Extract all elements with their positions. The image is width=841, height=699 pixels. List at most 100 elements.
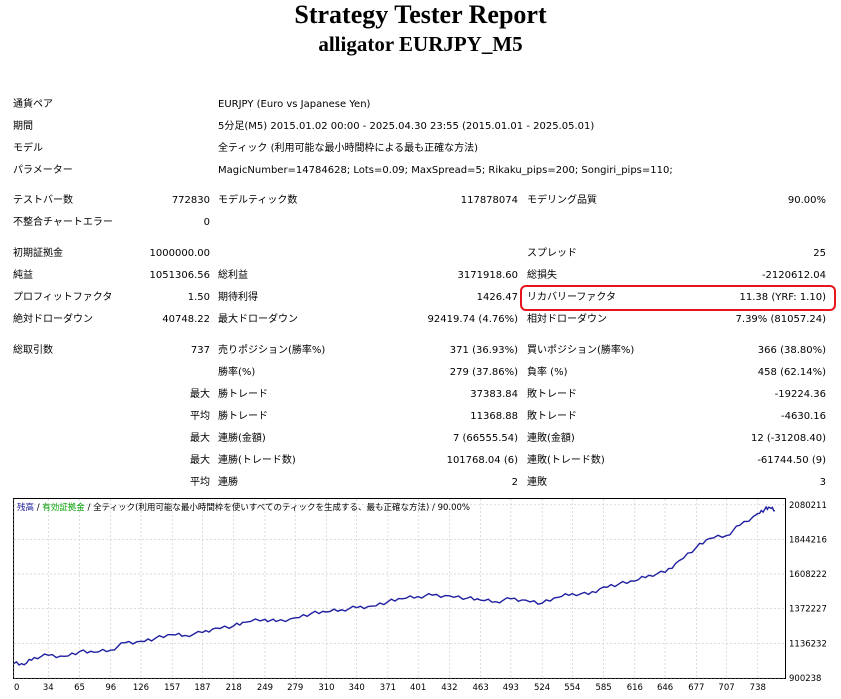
x-tick-label: 187 — [194, 683, 210, 693]
net-value: 1051306.56 — [149, 270, 210, 281]
x-tick-label: 707 — [718, 683, 734, 693]
max-cons-profit-label: 連勝(トレード数) — [218, 455, 296, 466]
x-tick-label: 463 — [473, 683, 489, 693]
long-positions-label: 買いポジション(勝率%) — [527, 345, 635, 356]
x-tick-label: 249 — [257, 683, 273, 693]
recovery-factor-label: リカバリーファクタ — [527, 292, 616, 303]
balance-chart-svg: 残高 / 有効証拠金 / 全ティック(利用可能な最小時間枠を使いすべてのティック… — [13, 498, 827, 693]
y-tick-label: 1136232 — [789, 639, 827, 649]
x-tick-label: 585 — [595, 683, 611, 693]
x-tick-label: 34 — [43, 683, 54, 693]
legend-quality: 90.00% — [438, 503, 470, 513]
period-label: 期間 — [13, 121, 33, 132]
average-prefix: 平均 — [190, 411, 210, 422]
short-positions-label: 売りポジション(勝率%) — [218, 345, 326, 356]
max-drawdown-value: 92419.74 (4.76%) — [427, 314, 518, 325]
abs-drawdown-label: 絶対ドローダウン — [13, 314, 93, 325]
max-cons-loss-value: -61744.50 (9) — [757, 455, 826, 466]
quality-label: モデリング品質 — [527, 195, 597, 206]
model-value: 全ティック (利用可能な最小時間枠による最も正確な方法) — [218, 143, 479, 154]
x-tick-label: 554 — [564, 683, 580, 693]
x-tick-label: 401 — [410, 683, 426, 693]
x-tick-label: 738 — [750, 683, 766, 693]
bars-label: テストバー数 — [13, 195, 73, 206]
report-title: Strategy Tester Report — [294, 0, 547, 29]
legend-sep-3: / — [429, 503, 437, 513]
legend-model: 全ティック(利用可能な最小時間枠を使いすべてのティックを生成する、最も正確な方法… — [93, 502, 429, 513]
grid — [13, 499, 785, 679]
y-tick-label: 2080211 — [789, 501, 827, 511]
rel-drawdown-value: 7.39% (81057.24) — [735, 314, 826, 325]
mismatch-label: 不整合チャートエラー — [13, 217, 113, 228]
x-tick-label: 646 — [657, 683, 673, 693]
x-tick-label: 279 — [287, 683, 303, 693]
balance-line — [13, 505, 775, 666]
largest-prefix: 最大 — [190, 389, 210, 400]
short-positions-value: 371 (36.93%) — [449, 345, 518, 356]
gross-profit-label: 総利益 — [218, 270, 248, 281]
balance-chart: 残高 / 有効証拠金 / 全ティック(利用可能な最小時間枠を使いすべてのティック… — [13, 498, 841, 695]
x-tick-label: 0 — [14, 683, 19, 693]
x-tick-label: 677 — [688, 683, 704, 693]
max-cons-wins-label: 連勝(金額) — [218, 433, 266, 444]
max-drawdown-label: 最大ドローダウン — [218, 314, 298, 325]
legend-sep-1: / — [34, 503, 42, 513]
legend-equity: 有効証拠金 — [42, 502, 85, 513]
bars-value: 772830 — [171, 195, 210, 206]
gross-profit-value: 3171918.60 — [457, 270, 518, 281]
x-tick-label: 493 — [503, 683, 519, 693]
x-tick-label: 126 — [133, 683, 149, 693]
y-tick-label: 1372227 — [789, 605, 827, 615]
win-rate-label: 勝率(%) — [218, 367, 256, 378]
max-cons-prefix: 最大 — [190, 433, 210, 444]
profit-factor-value: 1.50 — [187, 292, 210, 303]
recovery-factor-highlight — [520, 285, 836, 311]
mismatch-value: 0 — [203, 217, 210, 228]
ticks-value: 117878074 — [460, 195, 518, 206]
total-trades-label: 総取引数 — [13, 345, 53, 356]
params-value: MagicNumber=14784628; Lots=0.09; MaxSpre… — [218, 165, 673, 176]
avg-cons-losses-value: 3 — [819, 477, 826, 488]
y-tick-label: 1608222 — [789, 570, 827, 580]
recovery-factor-value: 11.38 (YRF: 1.10) — [739, 292, 826, 303]
x-axis-ticks: 0 34 65 96 126 157 187 218 249 279 310 340 371 401 432… — [14, 683, 766, 693]
legend-sep-2: / — [85, 503, 93, 513]
long-positions-value: 366 (38.80%) — [757, 345, 826, 356]
model-label: モデル — [13, 143, 43, 154]
x-tick-label: 218 — [226, 683, 242, 693]
spread-label: スプレッド — [527, 248, 577, 259]
max-cons-count-prefix: 最大 — [190, 455, 210, 466]
gross-loss-label: 総損失 — [527, 270, 557, 281]
largest-loss-value: -19224.36 — [774, 389, 826, 400]
avg-cons-losses-label: 連敗 — [527, 477, 547, 488]
max-cons-profit-value: 101768.04 (6) — [446, 455, 518, 466]
avg-loss-value: -4630.16 — [781, 411, 826, 422]
symbol-value: EURJPY (Euro vs Japanese Yen) — [218, 99, 371, 110]
x-tick-label: 96 — [105, 683, 116, 693]
avg-cons-prefix: 平均 — [190, 477, 210, 488]
x-tick-label: 432 — [441, 683, 457, 693]
largest-win-label: 勝トレード — [218, 389, 268, 400]
deposit-label: 初期証拠金 — [13, 248, 63, 259]
win-rate-value: 279 (37.86%) — [449, 367, 518, 378]
y-axis-ticks: 2080211 1844216 1608222 1372227 1136232 90023… — [789, 501, 827, 684]
gross-loss-value: -2120612.04 — [761, 270, 826, 281]
profit-factor-label: プロフィットファクタ — [13, 292, 113, 303]
largest-win-value: 37383.84 — [470, 389, 518, 400]
symbol-label: 通貨ペア — [13, 99, 53, 110]
params-label: パラメーター — [13, 165, 73, 176]
x-tick-label: 310 — [318, 683, 334, 693]
quality-value: 90.00% — [787, 195, 826, 206]
x-tick-label: 157 — [164, 683, 180, 693]
x-tick-label: 524 — [534, 683, 550, 693]
max-cons-losses-value: 12 (-31208.40) — [750, 433, 826, 444]
expected-payoff-label: 期待利得 — [218, 292, 258, 303]
x-tick-label: 340 — [349, 683, 365, 693]
deposit-value: 1000000.00 — [149, 248, 210, 259]
x-tick-label: 371 — [380, 683, 396, 693]
x-tick-label: 65 — [74, 683, 85, 693]
period-value: 5分足(M5) 2015.01.02 00:00 - 2025.04.30 23… — [218, 121, 595, 132]
plot-frame — [13, 498, 786, 679]
avg-win-label: 勝トレード — [218, 411, 268, 422]
largest-loss-label: 敗トレード — [527, 389, 577, 400]
